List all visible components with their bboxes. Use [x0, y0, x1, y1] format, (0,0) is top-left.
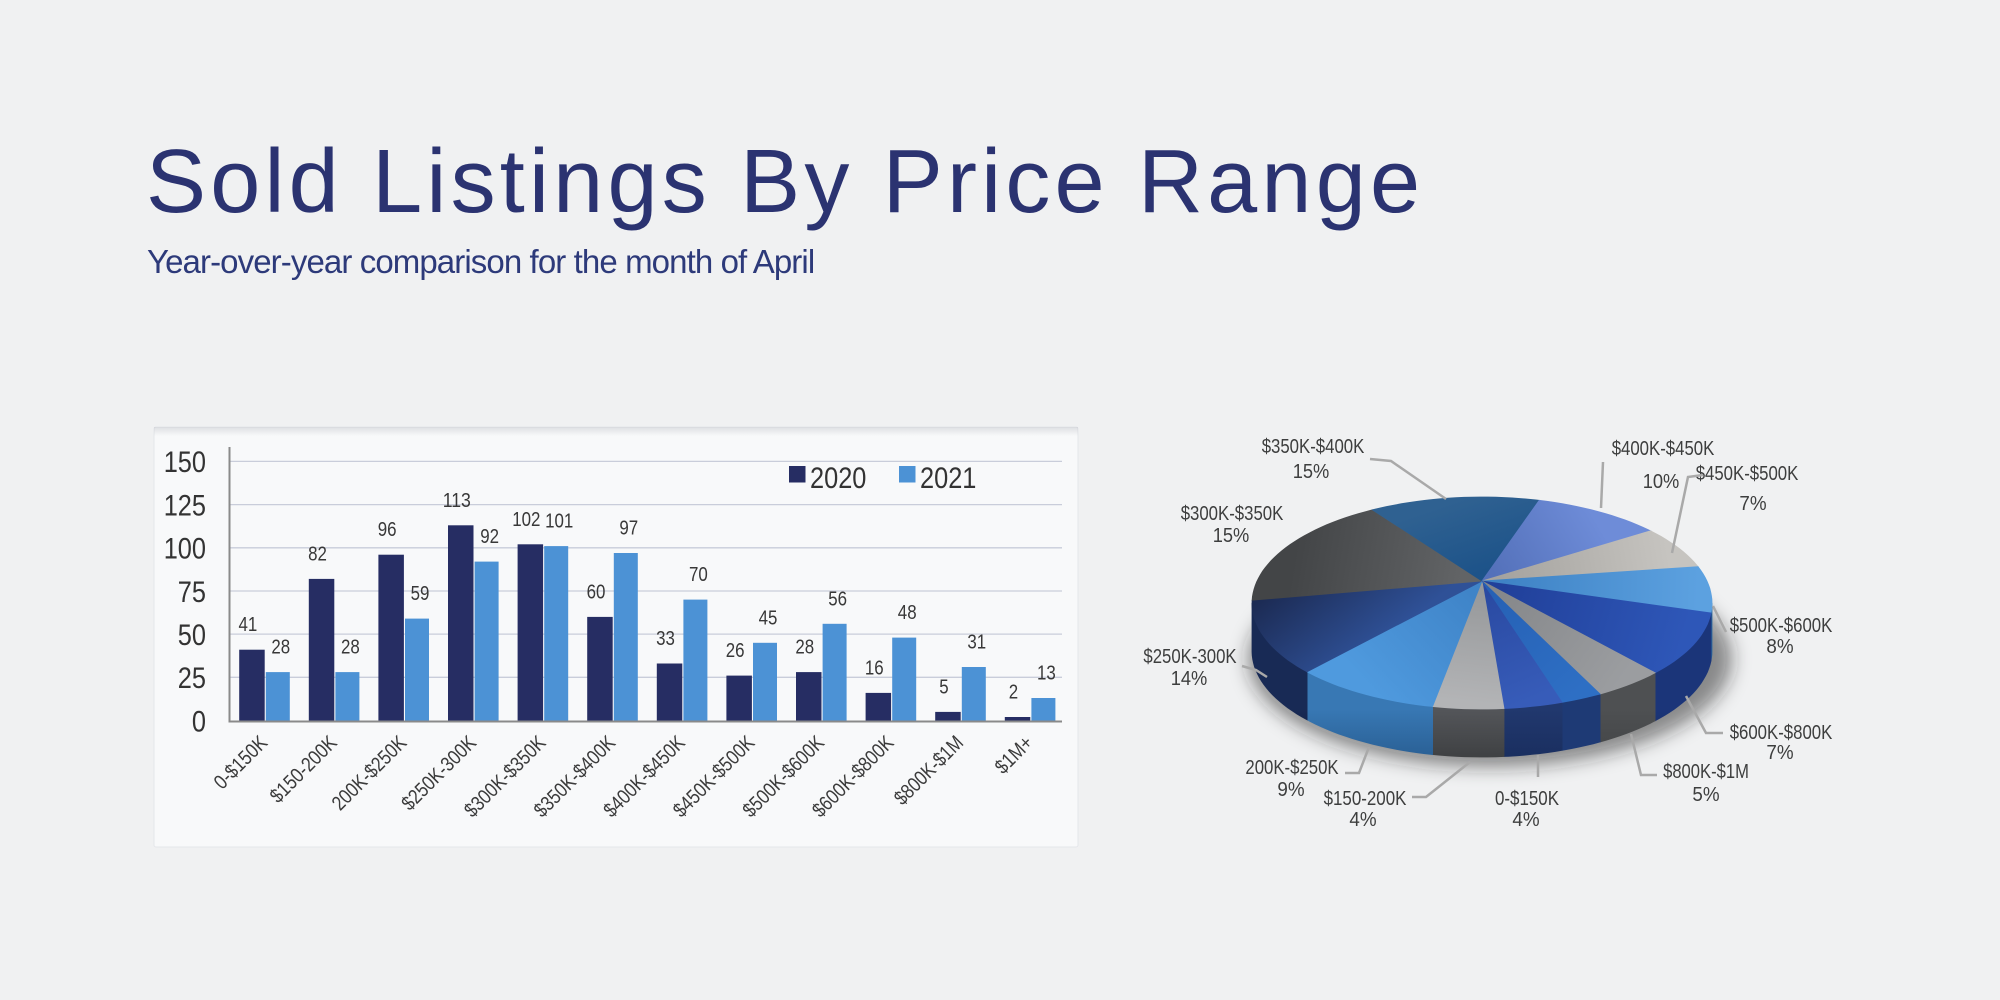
svg-text:4%: 4% [1512, 809, 1539, 831]
svg-text:9%: 9% [1277, 779, 1304, 801]
svg-text:31: 31 [967, 632, 986, 654]
svg-text:$400K-$450K: $400K-$450K [1612, 438, 1715, 460]
svg-text:$800K-$1M: $800K-$1M [1663, 761, 1749, 783]
svg-text:26: 26 [726, 640, 745, 662]
svg-text:33: 33 [656, 628, 675, 650]
svg-text:0-$150K: 0-$150K [1495, 788, 1560, 810]
svg-text:$600K-$800K: $600K-$800K [1730, 722, 1833, 744]
svg-text:102: 102 [512, 509, 540, 531]
svg-text:45: 45 [759, 607, 778, 629]
svg-text:10%: 10% [1643, 471, 1680, 493]
svg-text:100: 100 [164, 533, 206, 566]
svg-text:59: 59 [411, 583, 430, 605]
svg-text:$450K-$500K: $450K-$500K [1696, 463, 1799, 485]
svg-text:4%: 4% [1349, 809, 1376, 831]
svg-text:$500K-$600K: $500K-$600K [1730, 615, 1833, 637]
svg-text:60: 60 [587, 581, 606, 603]
svg-text:14%: 14% [1171, 668, 1208, 690]
svg-text:5%: 5% [1692, 784, 1719, 806]
svg-text:5: 5 [939, 676, 948, 698]
svg-text:$350K-$400K: $350K-$400K [1262, 436, 1365, 458]
svg-text:2: 2 [1009, 682, 1018, 704]
svg-text:7%: 7% [1739, 493, 1766, 515]
svg-text:150: 150 [164, 446, 206, 479]
svg-text:41: 41 [239, 614, 258, 636]
svg-text:28: 28 [341, 637, 360, 659]
svg-text:92: 92 [480, 526, 499, 548]
svg-text:15%: 15% [1293, 461, 1330, 483]
svg-text:82: 82 [308, 543, 327, 565]
svg-text:125: 125 [164, 489, 206, 522]
svg-text:7%: 7% [1766, 742, 1793, 764]
svg-text:28: 28 [795, 637, 814, 659]
svg-text:28: 28 [271, 637, 290, 659]
svg-text:96: 96 [378, 519, 397, 541]
svg-text:$150-200K: $150-200K [1324, 788, 1407, 810]
svg-text:97: 97 [619, 518, 638, 540]
svg-text:113: 113 [443, 490, 471, 512]
svg-text:75: 75 [178, 576, 206, 609]
svg-text:2020: 2020 [810, 462, 866, 495]
svg-text:0: 0 [192, 705, 206, 738]
svg-text:70: 70 [689, 564, 708, 586]
svg-text:2021: 2021 [920, 462, 976, 495]
svg-text:101: 101 [545, 511, 573, 533]
svg-text:$250K-300K: $250K-300K [1143, 646, 1237, 668]
svg-text:$300K-$350K: $300K-$350K [1181, 503, 1284, 525]
svg-text:25: 25 [178, 662, 206, 695]
svg-text:48: 48 [898, 602, 917, 624]
svg-text:16: 16 [865, 657, 884, 679]
svg-text:56: 56 [828, 588, 847, 610]
svg-text:8%: 8% [1766, 636, 1793, 658]
svg-text:15%: 15% [1213, 525, 1250, 547]
svg-text:50: 50 [178, 619, 206, 652]
svg-text:200K-$250K: 200K-$250K [1245, 757, 1339, 779]
svg-text:13: 13 [1037, 663, 1056, 685]
